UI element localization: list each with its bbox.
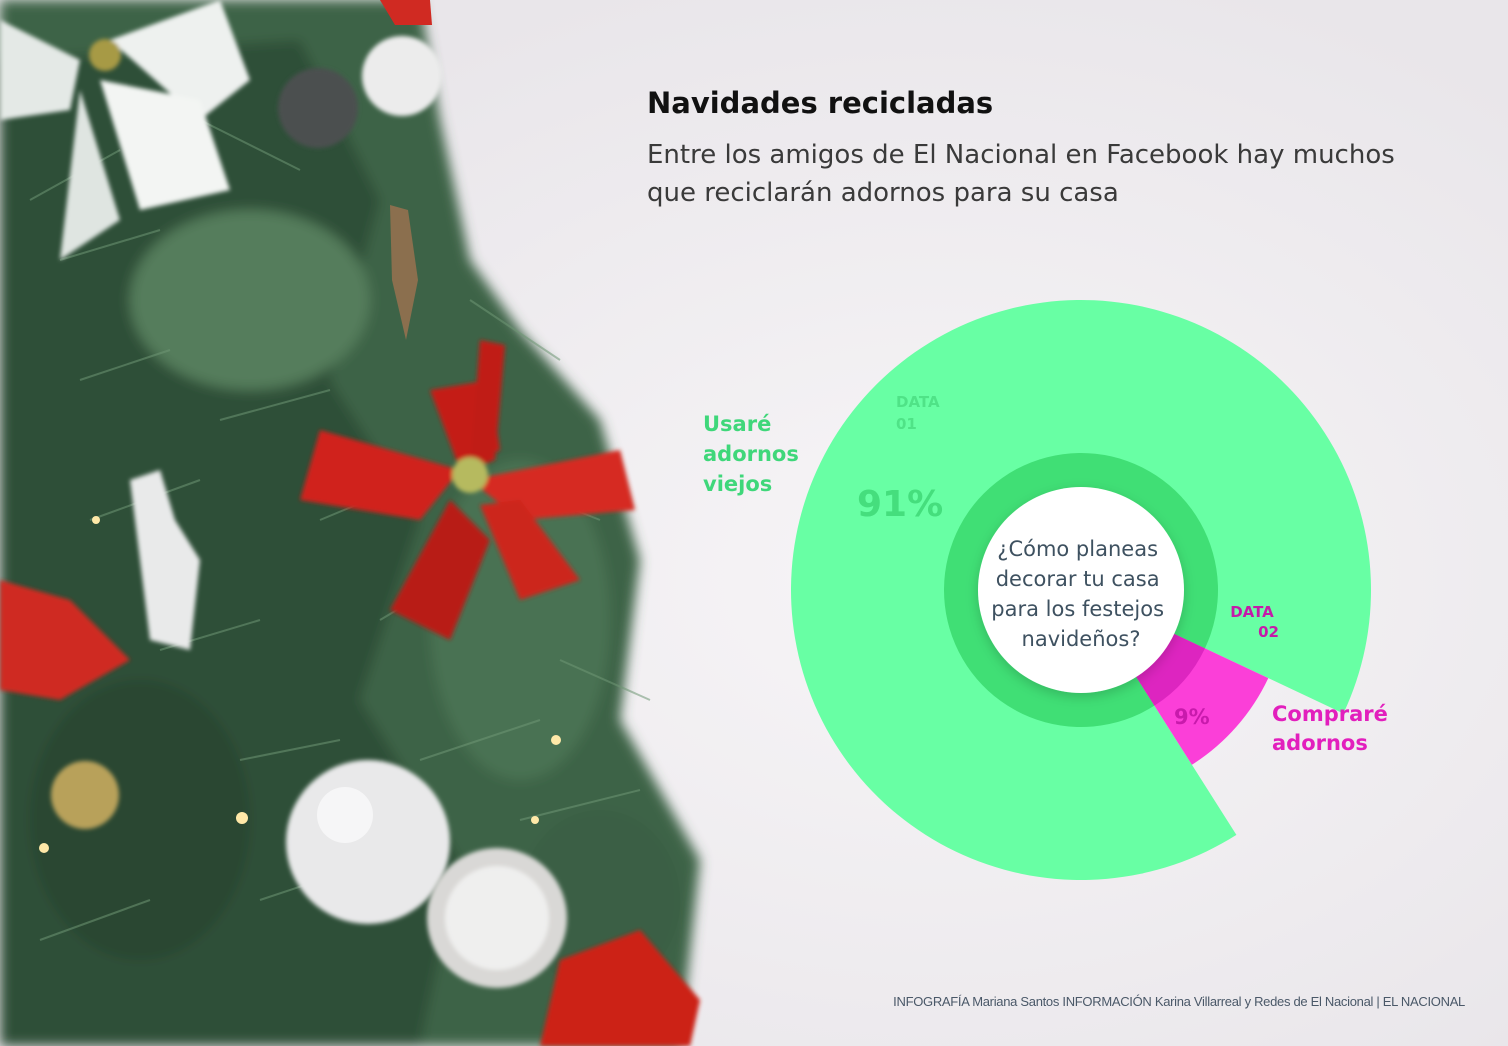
center-circle — [978, 487, 1184, 693]
red-poinsettia-bottom — [540, 930, 700, 1046]
center-question-line-1: ¿Cómo planeas — [997, 537, 1158, 561]
data-tag-1-line-1: DATA — [896, 393, 940, 411]
frame-ornament — [427, 848, 567, 988]
gold-ornament — [51, 761, 119, 829]
red-poinsettia-top — [380, 0, 432, 25]
red-poinsettia-left — [0, 580, 130, 700]
center-question: ¿Cómo planeas decorar tu casa para los f… — [991, 537, 1170, 651]
credits: INFOGRAFÍA Mariana Santos INFORMACIÓN Ka… — [893, 994, 1465, 1009]
legend-label-buy: Compraré adornos — [1272, 700, 1452, 758]
tree-lights — [39, 516, 561, 853]
sector-2-inner-ring — [1134, 632, 1205, 706]
center-question-line-4: navideños? — [1022, 627, 1141, 651]
data-tag-2-line-1: DATA — [1230, 603, 1274, 621]
center-question-line-2: decorar tu casa — [996, 567, 1160, 591]
grey-ornament — [278, 68, 358, 148]
legend-label-reuse-line-2: adornos — [703, 442, 799, 466]
legend-label-reuse-line-3: viejos — [703, 472, 773, 496]
deer-ornament — [130, 470, 200, 650]
legend-label-buy-line-2: adornos — [1272, 731, 1368, 755]
data-tag-2-line-2: 02 — [1258, 623, 1279, 641]
legend-label-reuse-line-1: Usaré — [703, 412, 772, 436]
value-label-2: 9% — [1174, 705, 1210, 729]
chart-title: Navidades recicladas — [647, 86, 994, 120]
hanging-ornament — [390, 205, 418, 340]
data-tag-1-line-2: 01 — [896, 415, 917, 433]
data-tag-2: DATA 02 — [1230, 603, 1279, 641]
red-poinsettia — [300, 340, 635, 640]
sector-1 — [791, 299, 1372, 880]
legend-label-reuse: Usaré adornos viejos — [703, 409, 863, 499]
center-question-line-3: para los festejos — [991, 597, 1164, 621]
chart-subtitle: Entre los amigos de El Nacional en Faceb… — [647, 140, 1395, 208]
white-ornament-top — [362, 36, 442, 116]
data-tag-1: DATA 01 — [896, 393, 945, 433]
legend-label-buy-line-1: Compraré — [1272, 702, 1388, 726]
white-poinsettia — [0, 0, 250, 260]
value-label-1: 91% — [857, 484, 943, 525]
